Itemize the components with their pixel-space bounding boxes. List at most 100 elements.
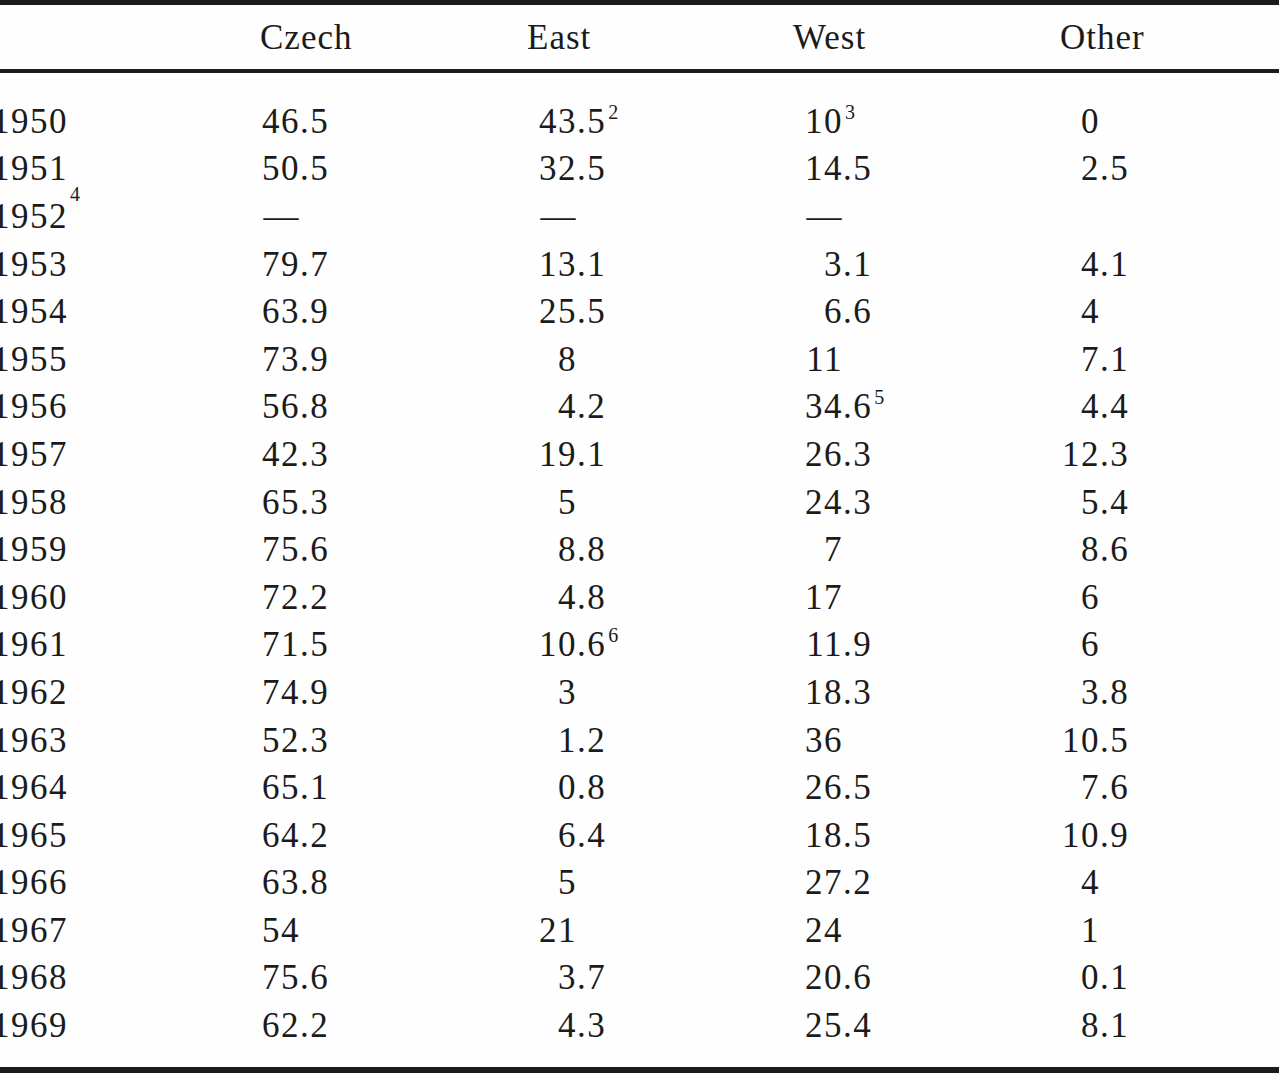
data-cell: 65.1 (250, 768, 500, 808)
data-cell: 52.3 (250, 721, 500, 761)
data-cell: 7 (770, 530, 1040, 570)
data-cell: 24.3 (770, 483, 1040, 523)
data-cell: — (770, 197, 1040, 237)
data-cell: 17 (770, 578, 1040, 618)
row-year-label: 1955 (0, 340, 250, 380)
data-cell: 65.3 (250, 483, 500, 523)
data-cell: 10.66 (500, 625, 770, 665)
data-cell: 24 (770, 911, 1040, 951)
data-cell: 2.5 (1040, 149, 1279, 189)
row-year-label: 1957 (0, 435, 250, 475)
data-cell: 8.6 (1040, 530, 1279, 570)
data-cell: 5 (500, 863, 770, 903)
data-cell: 3 (500, 673, 770, 713)
row-year-label: 1967 (0, 911, 250, 951)
data-cell: 18.3 (770, 673, 1040, 713)
data-cell: 63.8 (250, 863, 500, 903)
data-cell: 7.6 (1040, 768, 1279, 808)
table-row: 195573.98117.1 (0, 336, 1279, 384)
data-cell: 10.5 (1040, 721, 1279, 761)
data-cell: 74.9 (250, 673, 500, 713)
data-cell: 26.3 (770, 435, 1040, 475)
table-bottom-rule (0, 1067, 1279, 1073)
data-cell: 8 (500, 340, 770, 380)
data-cell: 14.5 (770, 149, 1040, 189)
row-year-label: 1968 (0, 958, 250, 998)
row-year-label: 1958 (0, 483, 250, 523)
row-year-label: 1951 (0, 149, 250, 189)
table-row: 196875.63.720.60.1 (0, 955, 1279, 1003)
row-year-label: 1966 (0, 863, 250, 903)
row-year-label: 1954 (0, 292, 250, 332)
table-row: 195150.532.514.52.5 (0, 146, 1279, 194)
table-row: 196171.510.6611.96 (0, 622, 1279, 670)
table-header-row: Czech East West Other (0, 16, 1279, 60)
data-cell: 18.5 (770, 816, 1040, 856)
row-year-label: 1953 (0, 245, 250, 285)
data-cell: 12.3 (1040, 435, 1279, 475)
data-cell: 4.3 (500, 1006, 770, 1046)
paper-table-page: Czech East West Other 195046.543.5210301… (0, 0, 1279, 1079)
data-cell: 25.5 (500, 292, 770, 332)
data-cell: 13.1 (500, 245, 770, 285)
data-cell: 6 (1040, 625, 1279, 665)
data-cell: 72.2 (250, 578, 500, 618)
table-row: 196352.31.23610.5 (0, 717, 1279, 765)
table-row: 195742.319.126.312.3 (0, 431, 1279, 479)
data-cell: 26.5 (770, 768, 1040, 808)
data-cell: 1.2 (500, 721, 770, 761)
data-cell: 63.9 (250, 292, 500, 332)
data-cell: 27.2 (770, 863, 1040, 903)
data-cell: 21 (500, 911, 770, 951)
data-cell: 8.1 (1040, 1006, 1279, 1046)
data-cell: 11 (770, 340, 1040, 380)
data-cell: 71.5 (250, 625, 500, 665)
data-cell: 1 (1040, 911, 1279, 951)
data-cell: 3.1 (770, 245, 1040, 285)
data-cell: — (500, 197, 770, 237)
data-cell: 19.1 (500, 435, 770, 475)
data-cell: 6.6 (770, 292, 1040, 332)
data-cell: 4.4 (1040, 387, 1279, 427)
data-cell: 103 (770, 102, 1040, 142)
column-header-west: West (770, 16, 1040, 60)
data-cell: 6.4 (500, 816, 770, 856)
column-header-east: East (500, 16, 770, 60)
data-cell: 4.8 (500, 578, 770, 618)
data-cell: 4.2 (500, 387, 770, 427)
row-year-label: 1961 (0, 625, 250, 665)
row-year-label: 1956 (0, 387, 250, 427)
row-year-label: 1963 (0, 721, 250, 761)
data-cell: 43.52 (500, 102, 770, 142)
row-year-label: 1959 (0, 530, 250, 570)
data-cell: 75.6 (250, 958, 500, 998)
footnote-marker: 4 (70, 183, 80, 205)
table-row: 196072.24.8176 (0, 574, 1279, 622)
row-year-label: 1962 (0, 673, 250, 713)
data-cell: 6 (1040, 578, 1279, 618)
data-cell: 8.8 (500, 530, 770, 570)
column-header-year (0, 16, 250, 60)
table-header-rule (0, 69, 1279, 73)
data-cell: 0.1 (1040, 958, 1279, 998)
table-row: 196465.10.826.57.6 (0, 764, 1279, 812)
column-header-czech: Czech (250, 16, 500, 60)
data-cell: 62.2 (250, 1006, 500, 1046)
data-cell: 11.9 (770, 625, 1040, 665)
table-row: 195975.68.878.6 (0, 526, 1279, 574)
data-cell: 7.1 (1040, 340, 1279, 380)
row-year-label: 19524 (0, 197, 250, 237)
table-row: 195463.925.56.64 (0, 288, 1279, 336)
data-cell: 42.3 (250, 435, 500, 475)
table-body: 195046.543.521030195150.532.514.52.51952… (0, 98, 1279, 1050)
column-header-other: Other (1040, 16, 1279, 60)
data-cell: 50.5 (250, 149, 500, 189)
data-cell: 79.7 (250, 245, 500, 285)
table-row: 196274.9318.33.8 (0, 669, 1279, 717)
data-cell: 36 (770, 721, 1040, 761)
data-cell: 25.4 (770, 1006, 1040, 1046)
table-row: 195046.543.521030 (0, 98, 1279, 146)
data-cell: 4 (1040, 292, 1279, 332)
data-cell: 54 (250, 911, 500, 951)
table-row: 19675421241 (0, 907, 1279, 955)
